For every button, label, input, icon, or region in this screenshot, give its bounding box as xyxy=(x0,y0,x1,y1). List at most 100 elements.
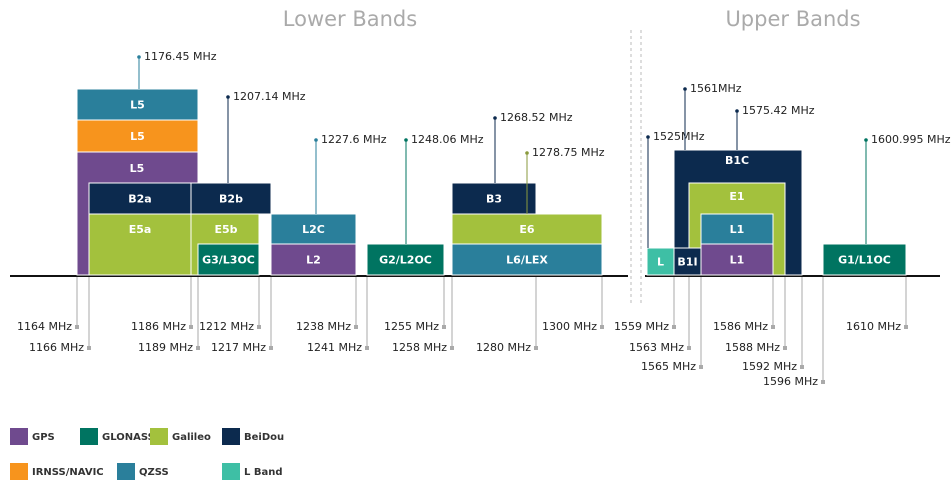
band-label: B1C xyxy=(725,154,749,167)
band xyxy=(700,213,774,245)
legend-swatch xyxy=(150,428,168,445)
band-label: L5 xyxy=(130,99,145,112)
center-frequency: 1278.75 MHz xyxy=(532,146,605,159)
edge-frequency: 1280 MHz xyxy=(476,341,531,354)
band xyxy=(451,182,537,215)
band-label: L1 xyxy=(730,223,745,236)
edge-frequency: 1559 MHz xyxy=(614,320,669,333)
marker-dot xyxy=(226,95,230,99)
edge-frequency: 1164 MHz xyxy=(17,320,72,333)
center-frequency: 1227.6 MHz xyxy=(321,133,387,146)
edge-frequency: 1255 MHz xyxy=(384,320,439,333)
band xyxy=(673,247,702,276)
band xyxy=(451,213,603,245)
edge-dot xyxy=(687,346,691,350)
center-frequency: 1176.45 MHz xyxy=(144,50,217,63)
edge-dot xyxy=(534,346,538,350)
marker-dot xyxy=(735,109,739,113)
edge-dot xyxy=(269,346,273,350)
edge-dot xyxy=(800,365,804,369)
edge-frequency: 1241 MHz xyxy=(307,341,362,354)
edge-frequency: 1610 MHz xyxy=(846,320,901,333)
legend-swatch xyxy=(222,428,240,445)
band-label: G1/L1OC xyxy=(838,254,891,267)
band xyxy=(451,243,603,276)
edge-dot xyxy=(904,325,908,329)
band-label: L xyxy=(657,256,664,269)
center-frequency: 1207.14 MHz xyxy=(233,90,306,103)
band xyxy=(270,243,357,276)
band xyxy=(76,88,199,121)
band xyxy=(646,247,675,276)
edge-dot xyxy=(354,325,358,329)
edge-dot xyxy=(771,325,775,329)
band-label: B3 xyxy=(486,193,502,206)
band-label: E1 xyxy=(729,190,744,203)
band xyxy=(197,243,260,276)
legend-label: BeiDou xyxy=(244,432,284,443)
edge-dot xyxy=(450,346,454,350)
legend-swatch xyxy=(222,463,240,480)
center-frequency: 1600.995 MHz xyxy=(871,133,951,146)
legend-label: IRNSS/NAVIC xyxy=(32,467,104,478)
edge-frequency: 1563 MHz xyxy=(629,341,684,354)
edge-frequency: 1189 MHz xyxy=(138,341,193,354)
center-frequency: 1561MHz xyxy=(690,82,742,95)
band xyxy=(822,243,907,276)
marker-dot xyxy=(525,151,529,155)
edge-frequency: 1592 MHz xyxy=(742,360,797,373)
band-label: B1I xyxy=(677,256,697,269)
marker-dot xyxy=(137,55,141,59)
edge-dot xyxy=(821,380,825,384)
marker-dot xyxy=(646,135,650,139)
edge-frequency: 1258 MHz xyxy=(392,341,447,354)
band xyxy=(366,243,445,276)
edge-dot xyxy=(189,325,193,329)
edge-frequency: 1300 MHz xyxy=(542,320,597,333)
band-label: L5 xyxy=(130,162,145,175)
band-label: G3/L3OC xyxy=(202,254,255,267)
edge-frequency: 1586 MHz xyxy=(713,320,768,333)
legend-label: QZSS xyxy=(139,467,169,478)
band xyxy=(88,182,192,215)
edge-dot xyxy=(699,365,703,369)
marker-dot xyxy=(493,116,497,120)
band-label: E5b xyxy=(214,223,237,236)
band-label: B2a xyxy=(128,193,151,206)
band xyxy=(88,213,192,276)
legend-label: GPS xyxy=(32,432,55,443)
edge-dot xyxy=(365,346,369,350)
edge-dot xyxy=(783,346,787,350)
marker-dot xyxy=(864,138,868,142)
band xyxy=(700,243,774,276)
edge-frequency: 1217 MHz xyxy=(211,341,266,354)
band xyxy=(270,213,357,245)
edge-dot xyxy=(75,325,79,329)
legend-label: Galileo xyxy=(172,432,211,443)
edge-frequency: 1212 MHz xyxy=(199,320,254,333)
edge-dot xyxy=(196,346,200,350)
edge-dot xyxy=(442,325,446,329)
legend-swatch xyxy=(80,428,98,445)
band-label: L2C xyxy=(302,223,325,236)
legend-swatch xyxy=(10,428,28,445)
band-label: E5a xyxy=(129,223,152,236)
edge-dot xyxy=(600,325,604,329)
edge-dot xyxy=(672,325,676,329)
edge-dot xyxy=(257,325,261,329)
marker-dot xyxy=(314,138,318,142)
band-label: G2/L2OC xyxy=(379,254,432,267)
center-frequency: 1525MHz xyxy=(653,130,705,143)
marker-dot xyxy=(683,87,687,91)
band xyxy=(190,182,272,215)
edge-dot xyxy=(87,346,91,350)
upper-title: Upper Bands xyxy=(725,7,860,31)
edge-frequency: 1166 MHz xyxy=(29,341,84,354)
edge-frequency: 1238 MHz xyxy=(296,320,351,333)
center-frequency: 1268.52 MHz xyxy=(500,111,573,124)
band-label: L6/LEX xyxy=(506,254,548,267)
legend-label: L Band xyxy=(244,467,283,478)
band-label: L1 xyxy=(730,254,745,267)
band-label: L2 xyxy=(306,254,321,267)
